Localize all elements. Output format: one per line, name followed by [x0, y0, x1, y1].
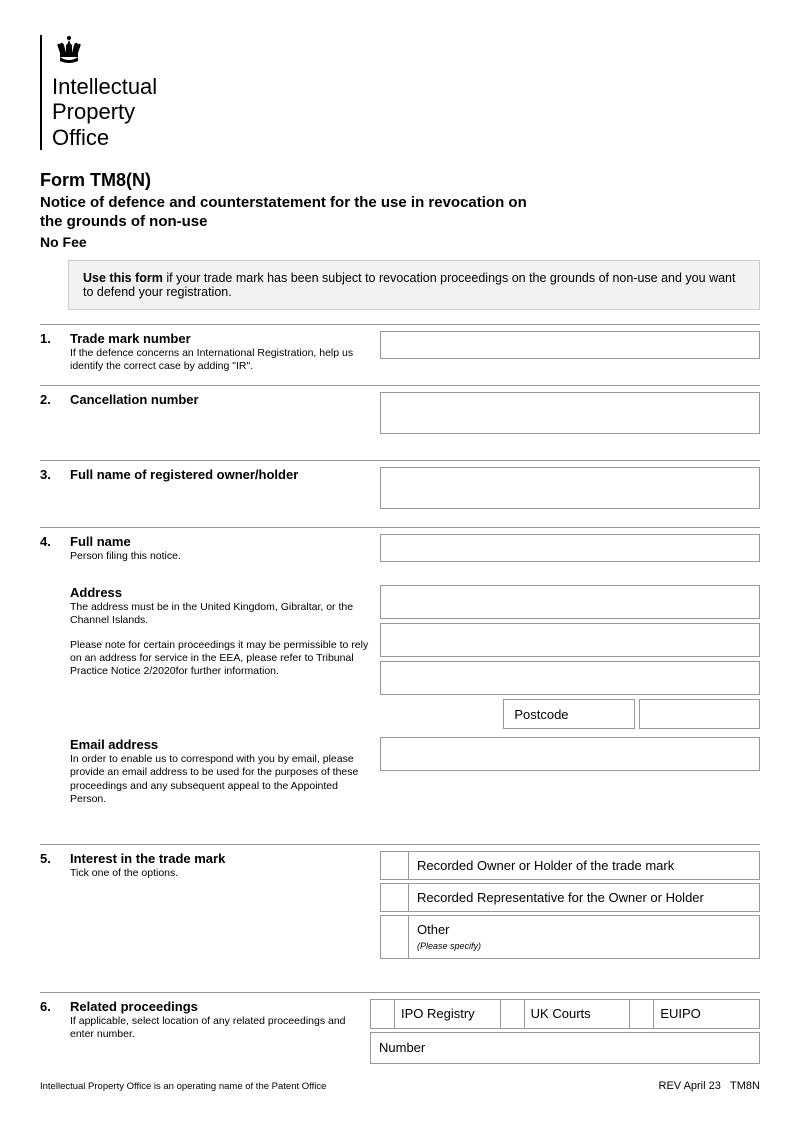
footer-right: REV April 23 TM8N	[659, 1080, 761, 1092]
cancellation-number-input[interactable]	[380, 392, 760, 434]
page-footer: Intellectual Property Office is an opera…	[40, 1080, 760, 1092]
interest-option-owner: Recorded Owner or Holder of the trade ma…	[380, 851, 760, 880]
field-full-name: 4. Full name Person filing this notice.	[40, 527, 760, 563]
field-hint: If the defence concerns an International…	[70, 347, 370, 373]
field-trademark-number: 1. Trade mark number If the defence conc…	[40, 324, 760, 373]
field-label: Interest in the trade mark	[70, 851, 370, 866]
postcode-input[interactable]	[639, 699, 760, 729]
interest-check-other[interactable]	[381, 916, 409, 958]
address-line3-input[interactable]	[380, 661, 760, 695]
address-line1-input[interactable]	[380, 585, 760, 619]
owner-name-input[interactable]	[380, 467, 760, 509]
address-label: Address	[70, 585, 370, 600]
field-label: Trade mark number	[70, 331, 370, 346]
field-label: Related proceedings	[70, 999, 360, 1014]
field-related-proceedings: 6. Related proceedings If applicable, se…	[40, 992, 760, 1064]
interest-check-rep[interactable]	[381, 884, 409, 911]
loc-check-ipo[interactable]	[371, 1000, 395, 1028]
related-number-row: Number	[370, 1032, 760, 1064]
field-address: Address The address must be in the Unite…	[40, 585, 760, 729]
field-label: Full name	[70, 534, 370, 549]
crown-icon	[52, 35, 760, 70]
interest-option-rep: Recorded Representative for the Owner or…	[380, 883, 760, 912]
field-cancellation-number: 2. Cancellation number	[40, 385, 760, 434]
field-email: Email address In order to enable us to c…	[40, 737, 760, 806]
field-hint: Person filing this notice.	[70, 550, 370, 563]
form-code: Form TM8(N)	[40, 170, 760, 191]
org-name: Intellectual Property Office	[52, 74, 760, 150]
field-interest: 5. Interest in the trade mark Tick one o…	[40, 844, 760, 962]
address-line2-input[interactable]	[380, 623, 760, 657]
fee-label: No Fee	[40, 234, 760, 250]
interest-check-owner[interactable]	[381, 852, 409, 879]
field-owner-name: 3. Full name of registered owner/holder	[40, 460, 760, 509]
instruction-box: Use this form if your trade mark has bee…	[68, 260, 760, 310]
loc-check-euipo[interactable]	[630, 1000, 654, 1028]
full-name-input[interactable]	[380, 534, 760, 562]
trademark-number-input[interactable]	[380, 331, 760, 359]
interest-option-other: Other (Please specify)	[380, 915, 760, 959]
field-label: Cancellation number	[70, 392, 370, 407]
loc-check-ukcourts[interactable]	[501, 1000, 525, 1028]
email-label: Email address	[70, 737, 370, 752]
footer-left: Intellectual Property Office is an opera…	[40, 1081, 326, 1092]
form-title: Notice of defence and counterstatement f…	[40, 193, 540, 232]
org-logo-block: Intellectual Property Office	[40, 35, 760, 150]
email-input[interactable]	[380, 737, 760, 771]
field-label: Full name of registered owner/holder	[70, 467, 370, 482]
postcode-label: Postcode	[503, 699, 634, 729]
